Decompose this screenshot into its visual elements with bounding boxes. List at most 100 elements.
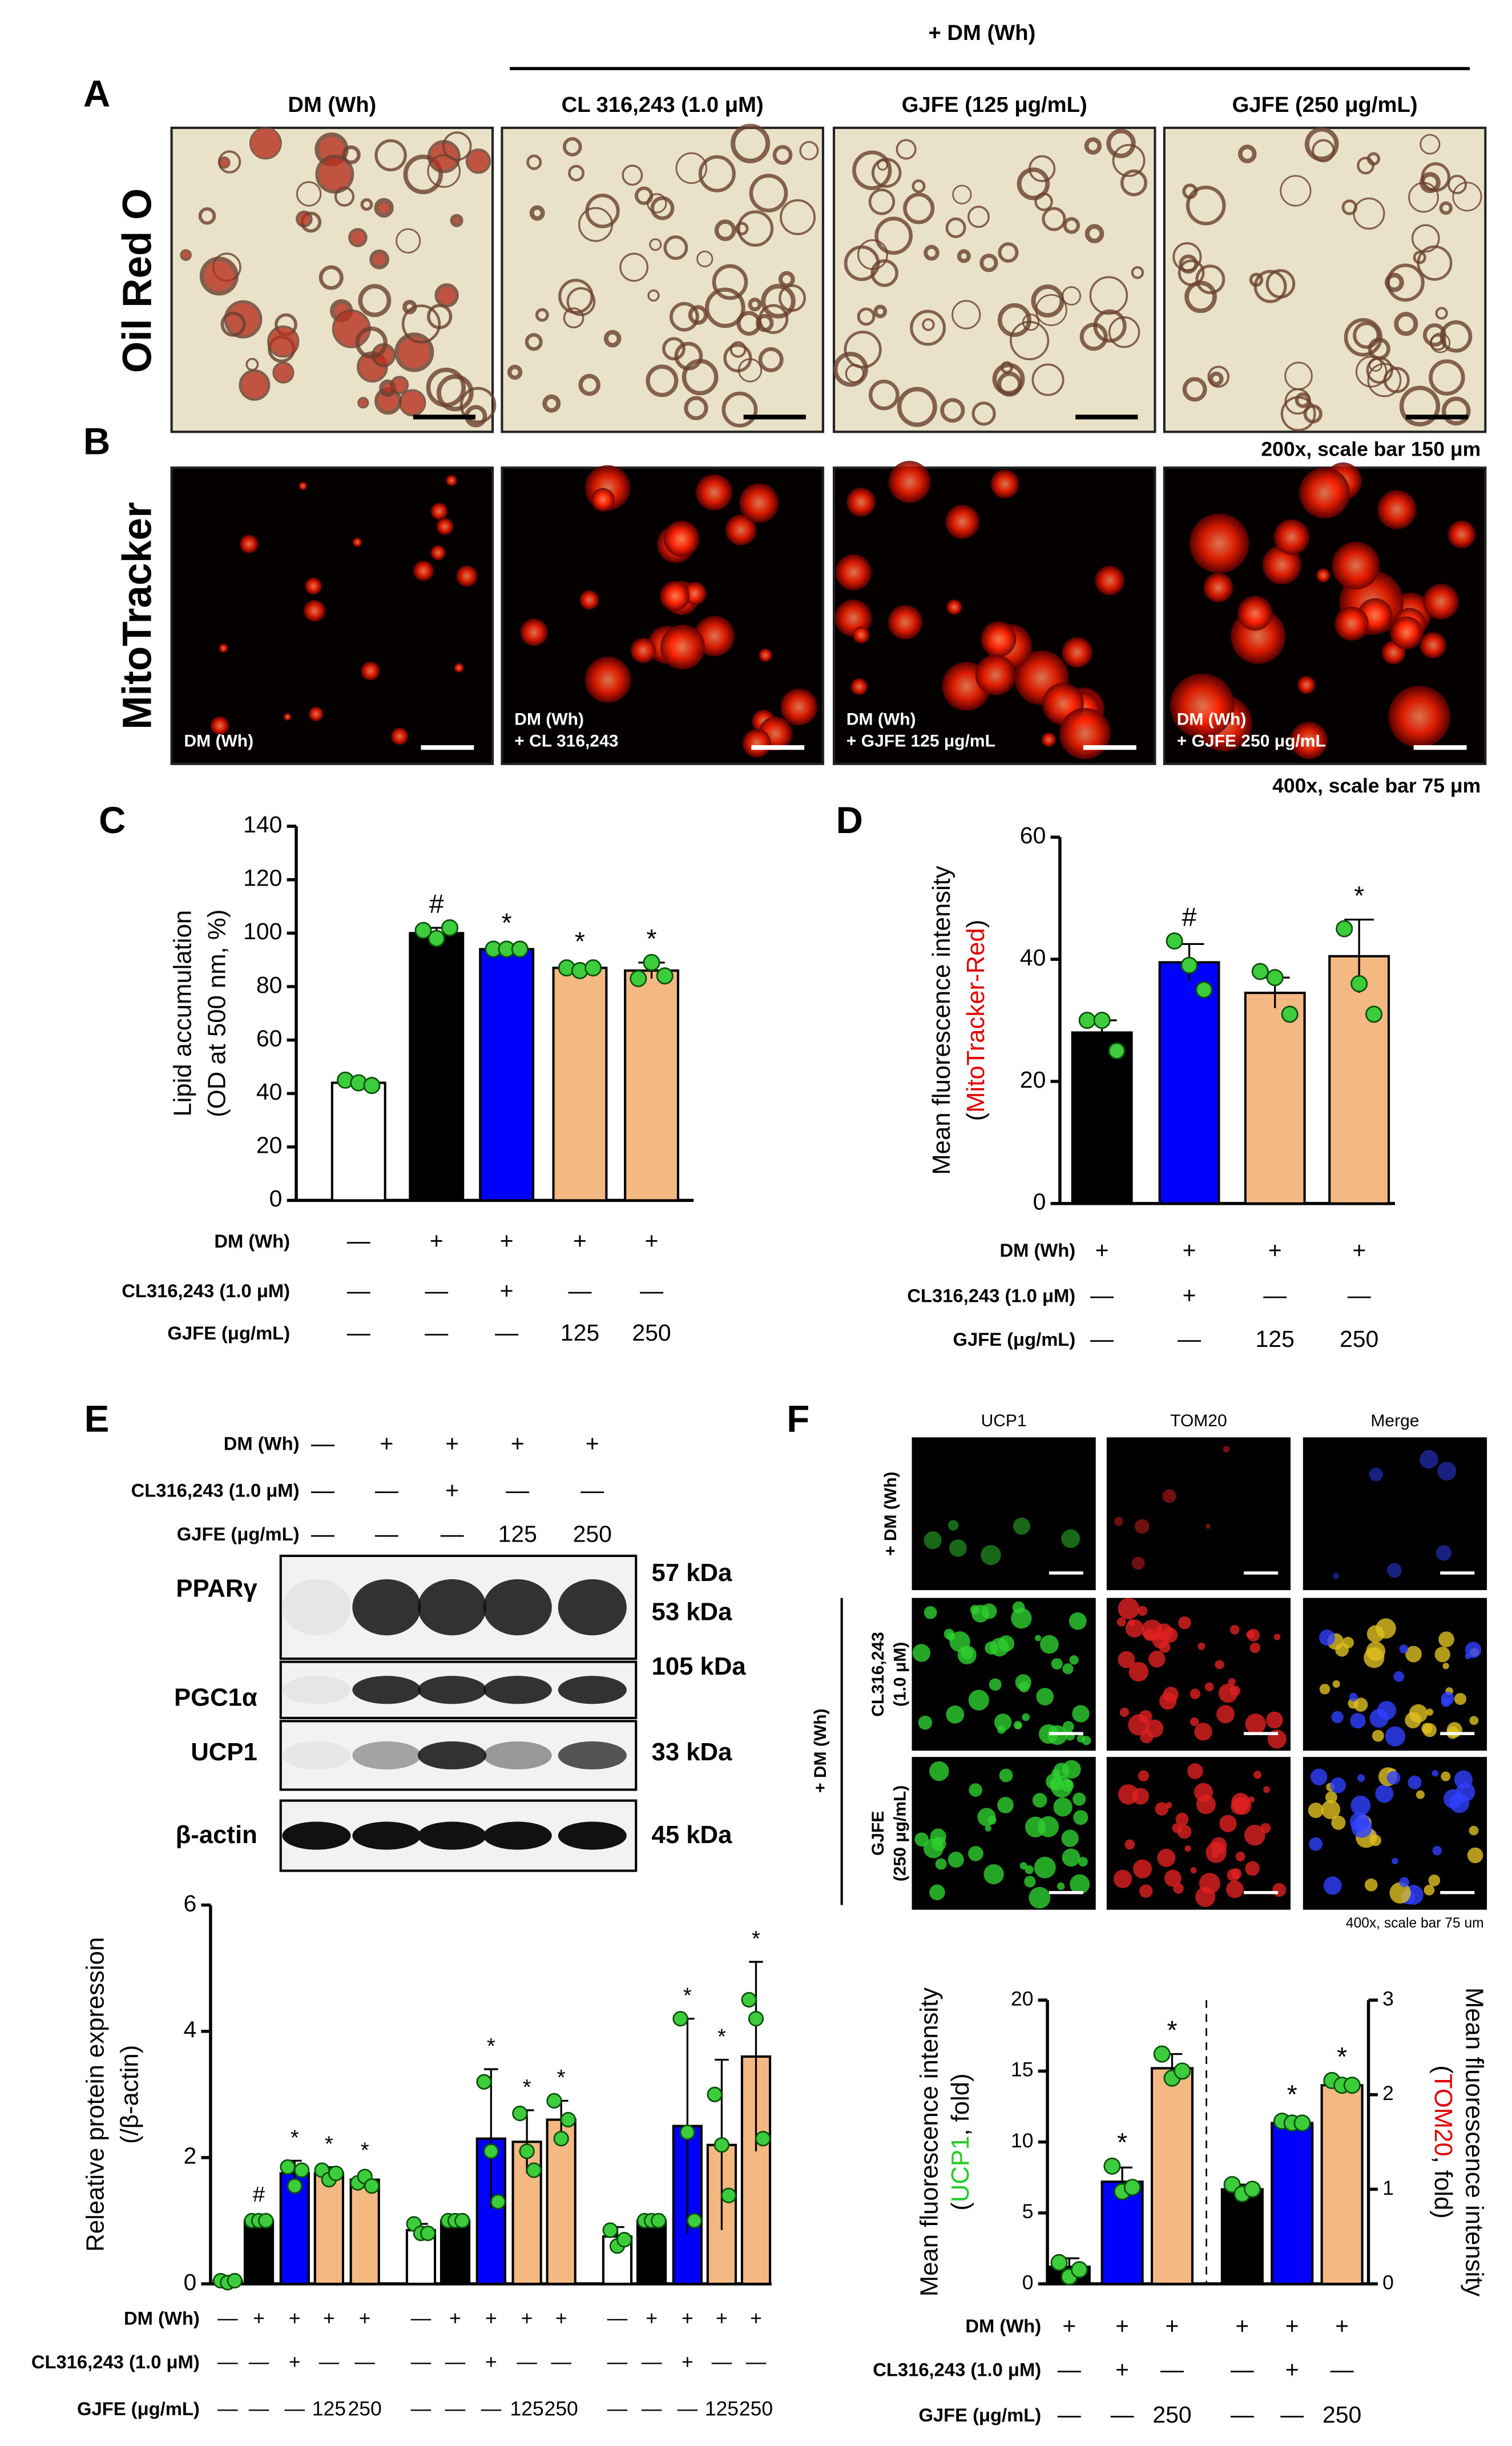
blot-band bbox=[352, 1821, 421, 1850]
if-cell bbox=[1022, 1713, 1030, 1721]
cell bbox=[758, 347, 784, 372]
y-tick-label: 0 bbox=[184, 2269, 197, 2295]
blot-band bbox=[483, 1741, 552, 1770]
if-cell bbox=[1139, 1884, 1153, 1898]
band-name: PPARγ bbox=[176, 1575, 257, 1603]
scale-bar bbox=[1440, 1890, 1475, 1894]
if-row-label: + DM (Wh) bbox=[881, 1471, 900, 1556]
data-point bbox=[1365, 1005, 1383, 1023]
if-cell bbox=[1469, 1716, 1479, 1725]
data-point bbox=[1293, 2114, 1311, 2132]
treatment-cell: — bbox=[441, 1520, 464, 1547]
cell bbox=[721, 391, 758, 428]
treatment-cell: + bbox=[485, 2307, 497, 2330]
data-point bbox=[707, 2086, 723, 2102]
y-tick-label: 0 bbox=[1022, 2271, 1034, 2294]
treatment-label: DM (Wh) bbox=[999, 1240, 1075, 1261]
if-cell bbox=[1190, 1717, 1199, 1727]
y-tick-label: 140 bbox=[243, 811, 282, 838]
significance: * bbox=[557, 2065, 566, 2090]
cell bbox=[857, 239, 888, 270]
y-tick-label: 0 bbox=[1033, 1189, 1046, 1215]
mito-cell bbox=[946, 599, 962, 615]
if-cell bbox=[1190, 1867, 1197, 1874]
treatment-cell: + bbox=[645, 1228, 659, 1254]
if-cell bbox=[1029, 1886, 1051, 1909]
blot-band bbox=[352, 1579, 421, 1636]
cell bbox=[696, 250, 713, 268]
bar bbox=[552, 967, 608, 1202]
treatment-cell: + bbox=[289, 2351, 301, 2373]
column-label: GJFE (250 μg/mL) bbox=[1232, 92, 1418, 117]
cell bbox=[874, 216, 913, 255]
data-point bbox=[1071, 2261, 1088, 2279]
if-cell bbox=[1446, 1722, 1462, 1738]
if-cell bbox=[1465, 1653, 1471, 1660]
if-cell bbox=[1309, 1837, 1323, 1851]
if-cell bbox=[1349, 1692, 1358, 1701]
mito-cell bbox=[725, 514, 757, 546]
if-cell bbox=[1416, 1790, 1425, 1799]
y-tick-label: 10 bbox=[1011, 2129, 1033, 2152]
if-cell bbox=[1469, 1825, 1479, 1836]
bar bbox=[243, 2219, 275, 2286]
cell bbox=[315, 155, 354, 194]
treatment-cell: — bbox=[411, 2307, 432, 2330]
cell bbox=[844, 245, 880, 281]
mito-cell bbox=[1390, 616, 1423, 649]
if-cell bbox=[1389, 1882, 1411, 1904]
treatment-cell: — bbox=[495, 1319, 518, 1346]
mito-cell bbox=[1170, 673, 1235, 738]
axis-title: (/β-actin) bbox=[115, 2045, 143, 2144]
treatment-cell: + bbox=[1183, 1237, 1196, 1263]
scale-note: 400x, scale bar 75 μm bbox=[1272, 774, 1481, 797]
bar bbox=[1071, 1031, 1133, 1205]
mito-cell bbox=[361, 661, 380, 681]
cell bbox=[922, 318, 935, 331]
cell bbox=[180, 249, 192, 261]
data-point bbox=[258, 2212, 274, 2229]
treatment-cell: + bbox=[1115, 2356, 1129, 2383]
if-cell bbox=[1441, 1692, 1454, 1705]
cell bbox=[647, 289, 660, 302]
if-cell bbox=[1319, 1684, 1330, 1695]
if-cell bbox=[1138, 1770, 1150, 1781]
data-point bbox=[1281, 1005, 1299, 1023]
panel-letter: B bbox=[83, 420, 110, 462]
cell bbox=[1440, 320, 1473, 353]
axis-title: Mean fluorescence intensity bbox=[915, 1988, 943, 2296]
if-cell bbox=[1245, 1713, 1266, 1735]
cell bbox=[857, 307, 876, 326]
if-cell bbox=[1441, 1771, 1451, 1781]
blot-band bbox=[282, 1579, 351, 1636]
y-tick-label: 15 bbox=[1011, 2058, 1033, 2081]
mito-cell bbox=[240, 534, 259, 554]
if-cell bbox=[1266, 1711, 1283, 1729]
if-cell bbox=[1409, 1704, 1428, 1723]
scale-bar bbox=[1083, 745, 1136, 750]
if-cell bbox=[1124, 1839, 1135, 1850]
if-cell bbox=[1323, 1876, 1342, 1895]
significance: * bbox=[752, 1926, 760, 1951]
y-tick-label: 4 bbox=[184, 2017, 197, 2043]
cell bbox=[1441, 396, 1471, 426]
mito-cell bbox=[1262, 545, 1301, 585]
blot-band bbox=[483, 1579, 552, 1636]
panel-letter: C bbox=[99, 799, 126, 841]
significance: * bbox=[1117, 2127, 1127, 2157]
if-cell bbox=[1032, 1793, 1047, 1808]
cell bbox=[1280, 175, 1312, 207]
mito-cell bbox=[846, 488, 876, 517]
if-cell bbox=[1219, 1815, 1237, 1833]
blot-band bbox=[282, 1821, 351, 1850]
axis-title-part: (OD at 500 nm, %) bbox=[203, 910, 231, 1117]
significance: * bbox=[325, 2131, 333, 2156]
data-point bbox=[686, 2212, 703, 2229]
treatment-cell: — bbox=[1330, 2356, 1354, 2383]
if-cell bbox=[1040, 1635, 1059, 1654]
significance: # bbox=[429, 889, 444, 919]
cell bbox=[1353, 321, 1380, 349]
treatment-cell: 125 bbox=[1256, 1326, 1295, 1352]
mito-cell bbox=[579, 590, 599, 610]
treatment-label: DM (Wh) bbox=[124, 2307, 200, 2328]
